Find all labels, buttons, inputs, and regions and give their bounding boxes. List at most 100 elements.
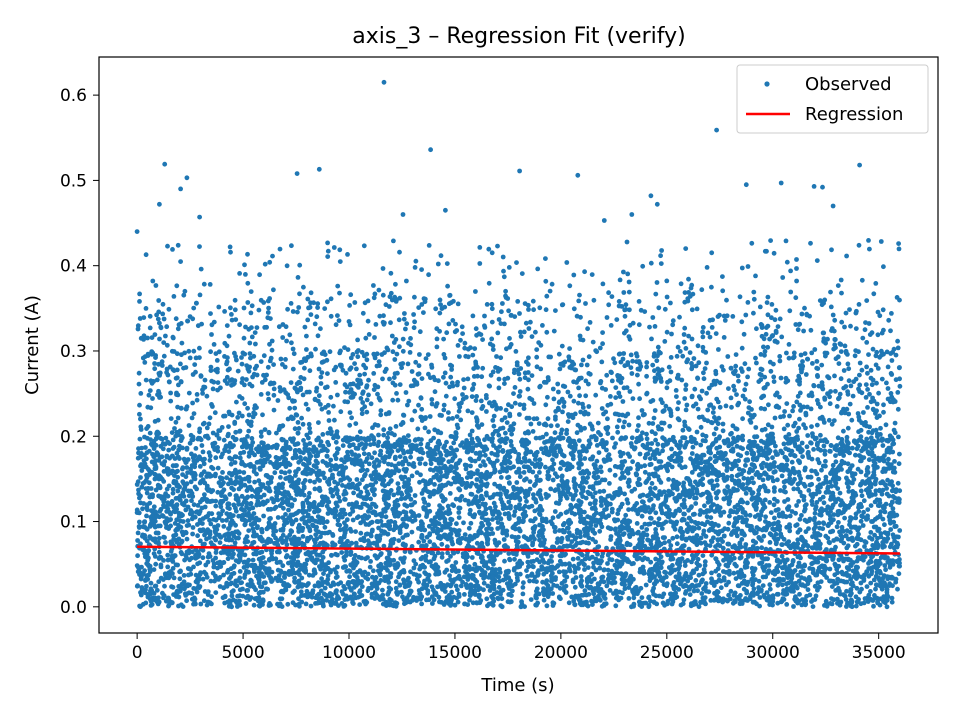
observed-point	[874, 570, 880, 575]
observed-point	[711, 405, 716, 411]
observed-point	[304, 347, 309, 352]
observed-point	[246, 478, 252, 484]
observed-point	[827, 401, 833, 407]
observed-point	[225, 599, 231, 605]
observed-point	[699, 578, 705, 584]
observed-point	[663, 403, 669, 409]
observed-point	[897, 383, 903, 389]
observed-point	[328, 457, 334, 463]
observed-point	[693, 578, 699, 583]
observed-point	[636, 322, 642, 328]
observed-point	[232, 297, 238, 303]
observed-point	[474, 443, 479, 448]
observed-point	[885, 386, 891, 391]
observed-point	[615, 429, 621, 435]
observed-point	[858, 469, 864, 475]
observed-point	[838, 376, 844, 382]
observed-point	[868, 375, 874, 381]
observed-point	[621, 351, 627, 356]
observed-point	[441, 402, 447, 408]
observed-point	[347, 585, 352, 590]
observed-point	[586, 354, 592, 360]
observed-point	[831, 418, 837, 423]
observed-point	[596, 450, 602, 455]
observed-point	[217, 540, 223, 545]
observed-point	[450, 383, 456, 389]
observed-point	[470, 313, 476, 319]
observed-point	[458, 583, 464, 589]
observed-point	[604, 315, 610, 320]
observed-point	[794, 429, 800, 434]
observed-point	[689, 451, 695, 456]
observed-point	[394, 498, 400, 503]
observed-point	[846, 505, 851, 510]
observed-point	[318, 374, 324, 380]
observed-point	[355, 337, 360, 343]
observed-point	[479, 444, 485, 450]
observed-point	[175, 415, 181, 421]
observed-point	[405, 402, 410, 408]
observed-point	[707, 543, 713, 548]
observed-point	[298, 589, 304, 595]
observed-point	[880, 443, 886, 448]
observed-point	[872, 461, 878, 466]
observed-point	[453, 560, 459, 565]
observed-point	[655, 344, 661, 350]
observed-point	[482, 452, 488, 458]
observed-point	[514, 260, 519, 265]
observed-point	[386, 430, 391, 436]
observed-point	[381, 432, 387, 438]
observed-point	[839, 290, 844, 296]
observed-point	[190, 531, 196, 537]
observed-point	[364, 357, 370, 363]
observed-point	[576, 400, 581, 406]
observed-point	[856, 302, 862, 307]
observed-point	[292, 426, 298, 432]
observed-point	[394, 391, 399, 396]
observed-point	[724, 297, 729, 303]
observed-point	[587, 501, 593, 507]
observed-point	[349, 395, 355, 400]
observed-point	[231, 588, 236, 594]
observed-point	[139, 468, 145, 473]
observed-point	[421, 538, 427, 544]
observed-point	[296, 426, 302, 431]
observed-point	[247, 340, 253, 346]
observed-point	[857, 360, 863, 366]
observed-point	[261, 513, 266, 519]
observed-point	[418, 472, 423, 478]
observed-point	[240, 586, 245, 592]
observed-point	[653, 510, 659, 516]
observed-point	[383, 522, 388, 528]
observed-point	[723, 582, 729, 588]
observed-point	[173, 532, 179, 538]
observed-point	[207, 531, 213, 537]
observed-point	[719, 451, 725, 456]
observed-point	[863, 382, 869, 387]
observed-point	[873, 362, 879, 368]
observed-point	[668, 543, 674, 548]
observed-point	[184, 465, 190, 470]
observed-point	[790, 408, 795, 414]
observed-point	[512, 400, 518, 406]
observed-point	[638, 600, 644, 606]
observed-point	[850, 445, 855, 451]
observed-point	[239, 361, 245, 367]
observed-point	[604, 447, 609, 453]
observed-point	[809, 545, 815, 551]
observed-point	[870, 346, 876, 352]
observed-point	[172, 426, 177, 431]
observed-point	[705, 330, 711, 336]
observed-point	[498, 496, 504, 502]
observed-point	[751, 310, 756, 316]
observed-point	[608, 323, 614, 328]
observed-point	[571, 306, 577, 312]
observed-point	[316, 393, 322, 399]
observed-point	[412, 319, 417, 325]
observed-point	[285, 306, 290, 312]
observed-point	[160, 301, 166, 307]
observed-point	[137, 436, 143, 442]
observed-point	[862, 422, 867, 428]
observed-point	[881, 402, 886, 408]
observed-point	[542, 550, 548, 556]
